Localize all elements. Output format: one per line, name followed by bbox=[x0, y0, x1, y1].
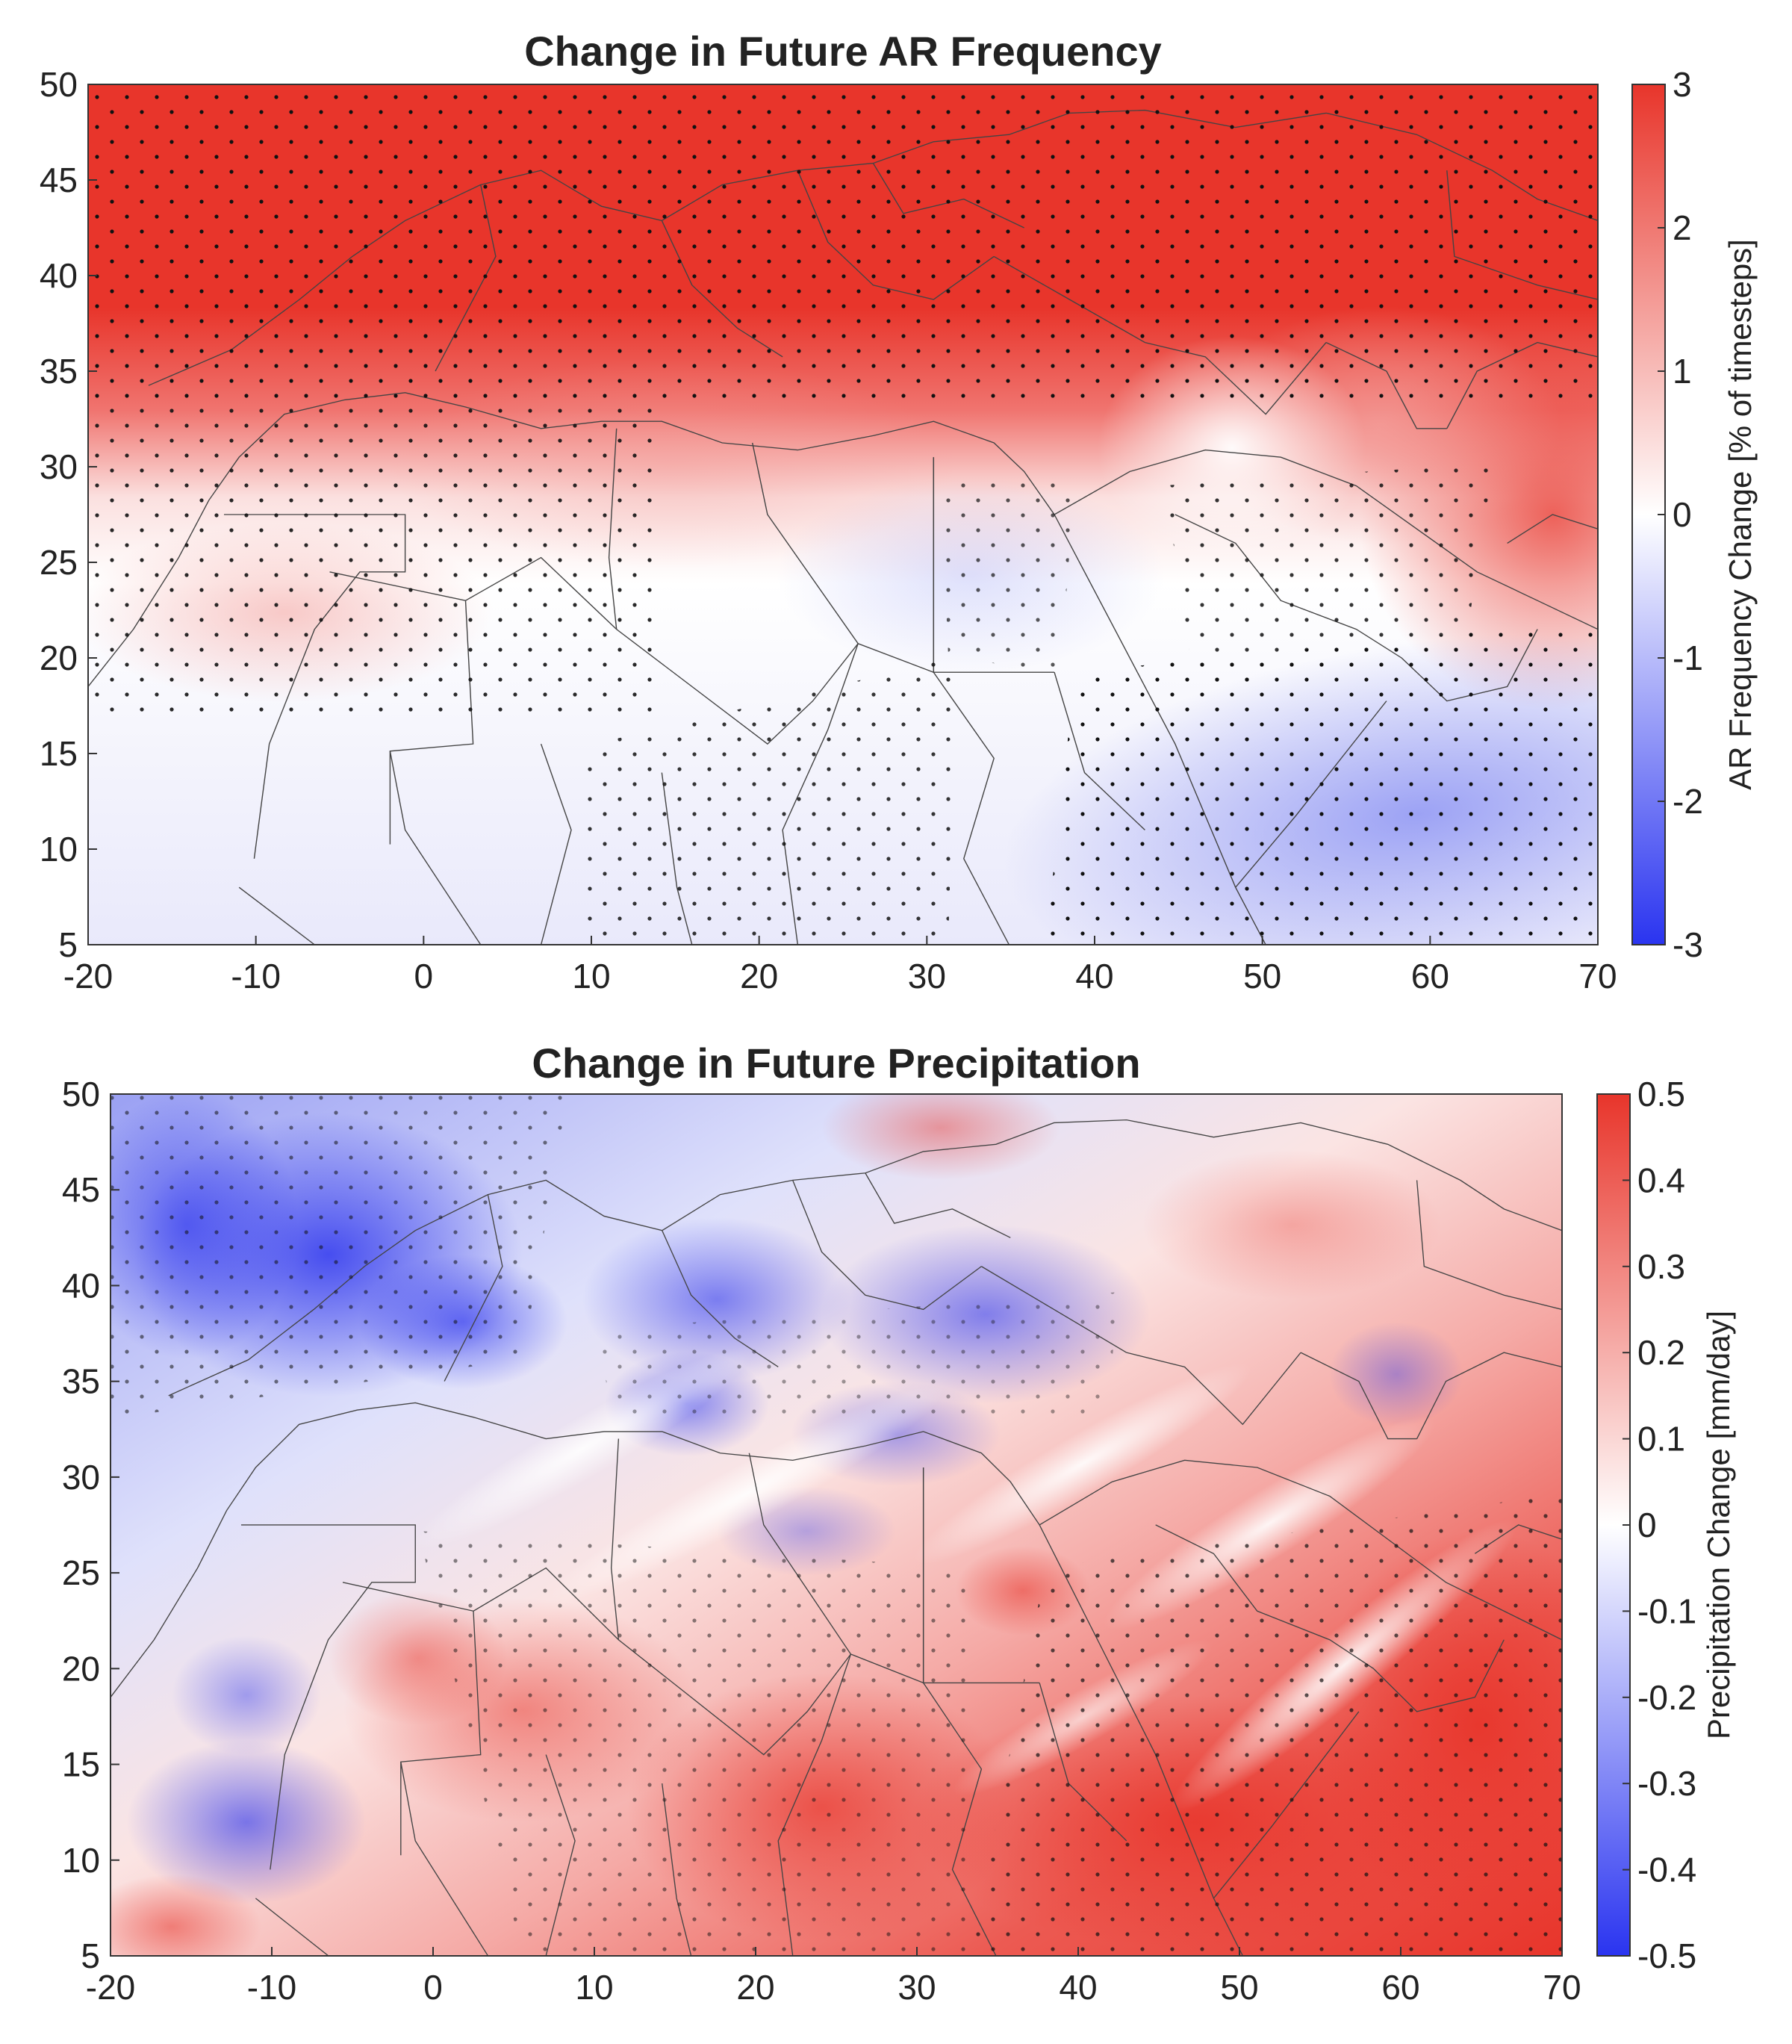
y-tick-label: 5 bbox=[81, 1936, 100, 1975]
colorbar-tick-label: 0.4 bbox=[1637, 1161, 1685, 1199]
x-tick-label: -10 bbox=[247, 1968, 296, 2007]
ar-frequency-panel: Change in Future AR Frequency -20 -10 0 10 2… bbox=[40, 28, 1758, 995]
y-tick-label: 10 bbox=[62, 1841, 100, 1880]
y-axis: 5 10 15 20 25 30 35 40 45 50 bbox=[40, 65, 97, 964]
y-tick-label: 40 bbox=[62, 1266, 100, 1305]
y-tick-label: 45 bbox=[40, 161, 78, 199]
y-axis: 5 10 15 20 25 30 35 40 45 50 bbox=[62, 1075, 119, 1975]
colorbar-tick-label: -1 bbox=[1673, 639, 1703, 677]
x-tick-label: 20 bbox=[736, 1968, 774, 2007]
y-tick-label: 35 bbox=[62, 1362, 100, 1401]
colorbar-label: AR Frequency Change [% of timesteps] bbox=[1723, 239, 1758, 790]
x-tick-label: 60 bbox=[1381, 1968, 1419, 2007]
x-tick-label: 40 bbox=[1075, 957, 1113, 995]
colorbar-tick-label: -0.5 bbox=[1637, 1936, 1696, 1975]
y-tick-label: 25 bbox=[40, 543, 78, 582]
colorbar-tick-label: 0.3 bbox=[1637, 1247, 1685, 1286]
colorbar-ticks: 0.5 0.4 0.3 0.2 0.1 0 -0.1 -0.2 -0.3 -0.4 -0.5 bbox=[1623, 1075, 1696, 1975]
x-tick-label: 60 bbox=[1411, 957, 1449, 995]
y-tick-label: 15 bbox=[62, 1745, 100, 1784]
colorbar-tick-label: 0.1 bbox=[1637, 1420, 1685, 1459]
colorbar-tick-label: 0 bbox=[1637, 1506, 1657, 1544]
x-tick-label: -10 bbox=[231, 957, 280, 995]
y-tick-label: 30 bbox=[62, 1458, 100, 1497]
colorbar-tick-label: -2 bbox=[1673, 782, 1703, 821]
y-tick-label: 50 bbox=[62, 1075, 100, 1113]
x-tick-label: 50 bbox=[1243, 957, 1281, 995]
colorbar-tick-label: -0.4 bbox=[1637, 1851, 1696, 1889]
x-tick-label: 70 bbox=[1543, 1968, 1581, 2007]
x-tick-label: 20 bbox=[740, 957, 778, 995]
x-axis: -20 -10 0 10 20 30 40 50 60 70 bbox=[86, 1947, 1581, 2007]
panel-title: Change in Future Precipitation bbox=[532, 1040, 1140, 1087]
x-tick-label: 0 bbox=[414, 957, 434, 995]
x-axis: -20 -10 0 10 20 30 40 50 60 70 bbox=[63, 936, 1617, 995]
colorbar-label: Precipitation Change [mm/day] bbox=[1701, 1311, 1736, 1739]
colorbar-tick-label: 1 bbox=[1673, 352, 1692, 391]
map-field bbox=[111, 1094, 1562, 1956]
x-tick-label: -20 bbox=[86, 1968, 135, 2007]
colorbar-tick-label: -0.2 bbox=[1637, 1678, 1696, 1717]
y-tick-label: 30 bbox=[40, 447, 78, 486]
precipitation-panel: Change in Future Precipitation bbox=[62, 1040, 1736, 2007]
y-tick-label: 5 bbox=[58, 925, 78, 964]
colorbar-tick-label: -3 bbox=[1673, 925, 1703, 964]
colorbar-tick-label: 2 bbox=[1673, 208, 1692, 247]
y-tick-label: 25 bbox=[62, 1553, 100, 1592]
colorbar-tick-label: 0 bbox=[1673, 495, 1692, 534]
x-tick-label: 10 bbox=[572, 957, 610, 995]
colorbar: 0.5 0.4 0.3 0.2 0.1 0 -0.1 -0.2 -0.3 -0.4 -0.5 Pre… bbox=[1596, 1075, 1736, 1975]
x-tick-label: 70 bbox=[1578, 957, 1617, 995]
y-tick-label: 50 bbox=[40, 65, 78, 104]
plot-frame bbox=[87, 84, 1599, 945]
x-tick-label: 30 bbox=[897, 1968, 936, 2007]
x-tick-label: 40 bbox=[1059, 1968, 1097, 2007]
x-tick-label: 10 bbox=[575, 1968, 613, 2007]
map-field bbox=[88, 84, 1598, 945]
y-tick-label: 35 bbox=[40, 352, 78, 391]
colorbar-ticks: 3 2 1 0 -1 -2 -3 bbox=[1658, 65, 1703, 964]
y-tick-label: 20 bbox=[62, 1649, 100, 1688]
panel-title: Change in Future AR Frequency bbox=[524, 28, 1162, 75]
colorbar-tick-label: -0.3 bbox=[1637, 1764, 1696, 1803]
x-tick-label: 50 bbox=[1220, 1968, 1258, 2007]
y-tick-label: 20 bbox=[40, 639, 78, 677]
plot-frame bbox=[110, 1093, 1563, 1957]
y-tick-label: 45 bbox=[62, 1170, 100, 1209]
x-tick-label: 30 bbox=[908, 957, 946, 995]
colorbar-tick-label: 0.2 bbox=[1637, 1333, 1685, 1372]
x-tick-label: -20 bbox=[63, 957, 113, 995]
x-tick-label: 0 bbox=[423, 1968, 443, 2007]
colorbar-tick-label: 3 bbox=[1673, 65, 1692, 104]
colorbar-tick-label: 0.5 bbox=[1637, 1075, 1685, 1113]
colorbar: 3 2 1 0 -1 -2 -3 AR Frequency Change [% of tim… bbox=[1631, 65, 1758, 964]
colorbar-tick-label: -0.1 bbox=[1637, 1591, 1696, 1630]
y-tick-label: 10 bbox=[40, 830, 78, 869]
y-tick-label: 40 bbox=[40, 256, 78, 295]
y-tick-label: 15 bbox=[40, 734, 78, 773]
